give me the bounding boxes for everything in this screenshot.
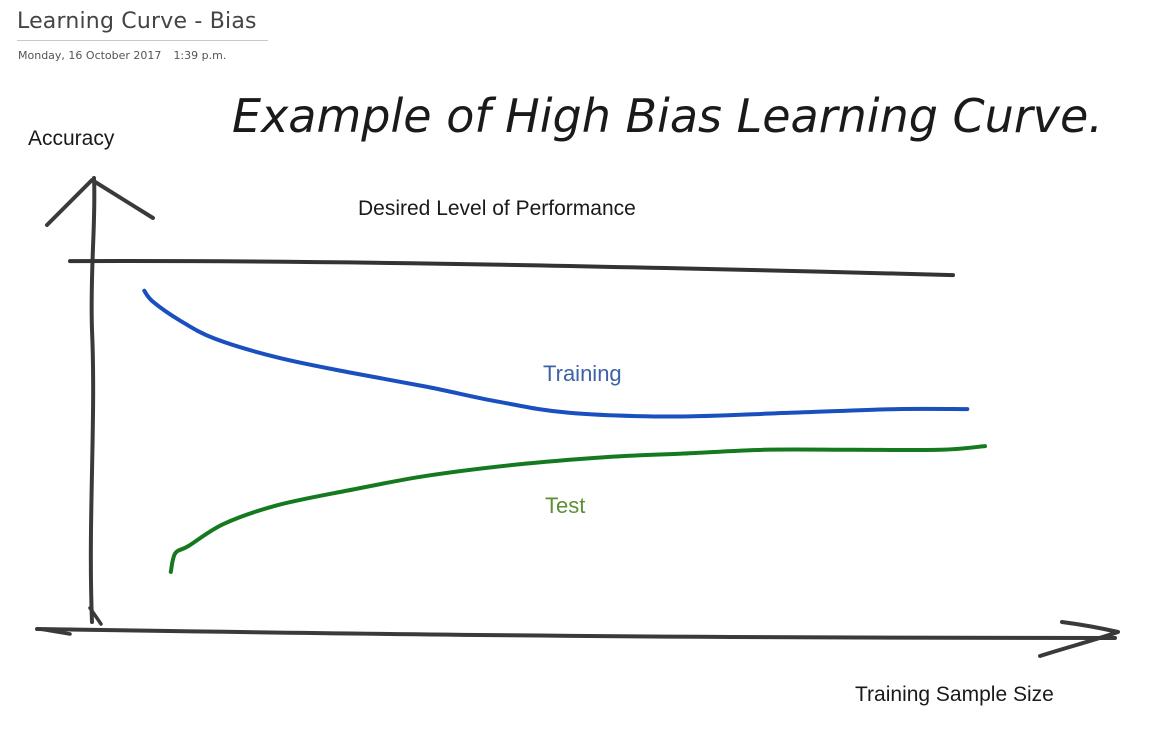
reference-line-label: Desired Level of Performance xyxy=(358,197,636,220)
chart-title: Example of High Bias Learning Curve. xyxy=(232,89,1103,143)
page-timestamp: Monday, 16 October 2017 1:39 p.m. xyxy=(18,49,226,62)
y-axis-arrowhead xyxy=(45,178,155,227)
test-series-line xyxy=(168,444,987,574)
y-axis-tail-mark xyxy=(88,606,103,626)
page-time: 1:39 p.m. xyxy=(173,49,227,62)
y-axis-label: Accuracy xyxy=(28,127,115,150)
training-series-label: Training xyxy=(543,361,622,386)
title-divider xyxy=(17,40,268,41)
x-axis-arrowhead xyxy=(1038,620,1120,658)
test-series-label: Test xyxy=(545,493,585,518)
x-axis-label: Training Sample Size xyxy=(855,683,1054,706)
page-title: Learning Curve - Bias xyxy=(17,9,257,34)
page-date: Monday, 16 October 2017 xyxy=(18,49,162,62)
x-axis-line xyxy=(35,627,1117,640)
training-series-line xyxy=(142,288,970,419)
y-axis-line xyxy=(88,176,97,624)
x-axis-tail-mark xyxy=(38,627,72,636)
desired-performance-line xyxy=(68,259,955,278)
